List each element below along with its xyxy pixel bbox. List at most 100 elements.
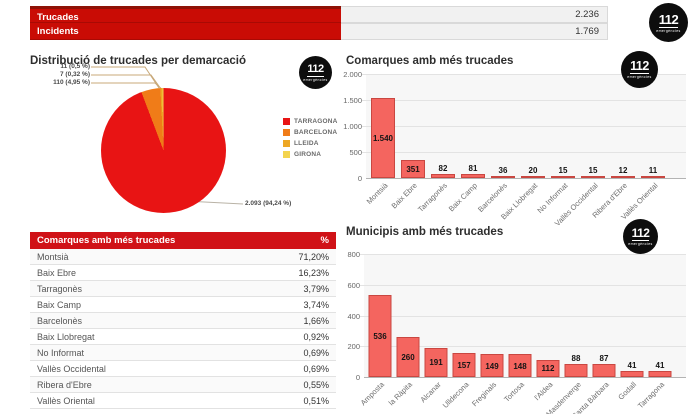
legend-swatch (283, 151, 290, 158)
bar-slot: 149 Freginals (470, 254, 506, 408)
comarques-chart-plot: 2.000 1.500 1.000 500 0 1.540 Montsià 351 Baix E… (343, 70, 686, 228)
legend-swatch (283, 140, 290, 147)
bar-value-label: 36 (498, 166, 508, 175)
bar (551, 176, 575, 178)
pie-callout-barcelona: 110 (4,95 %) (53, 79, 90, 86)
x-axis-category-label: l'Aldea (532, 380, 555, 403)
comarques-table-header-title: Comarques amb més trucades (37, 235, 176, 246)
y-axis-tick-label: 0 (357, 174, 362, 183)
x-axis-category-label: Tortosa (502, 380, 527, 404)
bar-slot: 15 No Informat (535, 74, 578, 215)
bar-slot: 36 Barcelonès (476, 74, 518, 214)
table-row-name: Montsià (37, 251, 69, 262)
table-row-name: Baix Ebre (37, 267, 77, 278)
y-axis-tick-label: 1.500 (343, 96, 362, 105)
summary-row: Incidents 1.769 (30, 23, 608, 40)
logo-112-number: 112 (630, 58, 649, 75)
bar (401, 159, 425, 178)
bar-value-label: 260 (401, 353, 415, 362)
bar-value-label: 112 (541, 364, 555, 374)
bar (371, 97, 395, 178)
x-axis-category-label: Baix Ebre (389, 181, 420, 211)
summary-label: Incidents (30, 23, 341, 40)
x-axis-category-label: Amposta (359, 380, 387, 408)
bar (452, 352, 476, 377)
table-row: No Informat 0,69% (30, 345, 336, 361)
table-row-percent: 16,23% (298, 267, 329, 278)
table-row: Montsià 71,20% (30, 249, 336, 265)
summary-row: Trucades 2.236 (30, 6, 608, 23)
y-axis-tick-label: 800 (347, 250, 360, 259)
table-row: Baix Camp 3,74% (30, 297, 336, 313)
table-row-name: Vallès Occidental (37, 363, 106, 374)
bar-value-label: 149 (485, 361, 499, 371)
bars-container: 536 Amposta 260 la Ràpita 191 Alcanar 157 Ullde… (359, 254, 674, 414)
comarques-table-header-pct: % (320, 235, 329, 246)
logo-112: 112 emergències (623, 219, 658, 254)
bar (368, 294, 392, 377)
bar-slot: 41 Godall (617, 254, 646, 402)
summary-value: 1.769 (341, 23, 608, 40)
y-axis-tick-label: 600 (347, 280, 360, 290)
municipis-chart-title: Municipis amb més trucades (346, 226, 504, 238)
table-row: Baix Ebre 16,23% (30, 265, 336, 281)
bar-slot: 87 Santa Bàrbara (570, 254, 618, 414)
bar-value-label: 88 (571, 353, 581, 363)
bar (564, 363, 588, 377)
logo-112-number: 112 (631, 226, 650, 241)
table-row-percent: 0,69% (303, 347, 329, 358)
table-row-percent: 3,74% (303, 299, 329, 310)
x-axis-category-label: Tarragonès (416, 181, 450, 214)
bars-container: 1.540 Montsià 351 Baix Ebre 82 Tarragonès 81 Ba… (364, 74, 668, 228)
bar-value-label: 148 (513, 361, 527, 371)
gridline (360, 315, 686, 317)
table-row-percent: 0,92% (303, 331, 329, 342)
bar-slot: 157 Ulldecona (440, 254, 478, 410)
legend-label: TARRAGONA (294, 118, 338, 125)
x-axis-category-label: Baix Camp (447, 181, 480, 214)
y-axis-tick-label: 0 (355, 373, 360, 382)
gridline (362, 152, 686, 153)
bar (431, 173, 455, 178)
y-axis-tick-label: 200 (347, 342, 360, 352)
bar-slot: 536 Amposta (359, 254, 394, 407)
legend-item: TARRAGONA (283, 116, 338, 127)
bar-slot: 1.540 Montsià (364, 74, 398, 206)
comarques-table: Comarques amb més trucades % Montsià 71,2… (30, 232, 336, 409)
table-row: Tarragonès 3,79% (30, 281, 336, 297)
table-row: Vallès Oriental 0,51% (30, 393, 336, 409)
bar-slot: 15 Vallès Occidental (552, 74, 608, 228)
pie-callout-girona: 7 (0,32 %) (60, 71, 90, 78)
logo-112: 112 emergències (649, 3, 688, 42)
bar-slot: 82 Tarragonès (416, 74, 458, 214)
bar-slot: 12 Ribera d'Ebre (591, 74, 638, 220)
comarques-table-header: Comarques amb més trucades % (30, 232, 336, 249)
pie-callout-lleida: 11 (0,5 %) (60, 63, 90, 70)
bar-slot: 148 Tortosa (503, 254, 534, 404)
bar-value-label: 82 (438, 163, 448, 173)
x-axis-category-label: Godall (616, 380, 639, 402)
comarques-table-body: Montsià 71,20% Baix Ebre 16,23% Tarragonès 3,… (30, 249, 336, 409)
table-row: Vallès Occidental 0,69% (30, 361, 336, 377)
x-axis-category-label: Montsià (364, 181, 390, 206)
legend-swatch (283, 118, 290, 125)
gridline (362, 126, 686, 127)
table-row-percent: 0,51% (303, 395, 329, 406)
y-axis-tick-label: 2.000 (343, 70, 362, 79)
table-row-percent: 0,55% (303, 379, 329, 390)
legend-swatch (283, 129, 290, 136)
legend-item: GIRONA (283, 149, 338, 160)
bar (592, 363, 616, 377)
bar-slot: 191 Alcanar (418, 254, 450, 404)
bar (581, 176, 605, 178)
bar-value-label: 87 (599, 353, 609, 363)
logo-112-subtext: emergències (303, 77, 328, 82)
logo-112: 112 emergències (299, 56, 332, 89)
bar-value-label: 536 (373, 331, 387, 341)
summary-label: Trucades (30, 6, 341, 23)
bar-value-label: 41 (627, 360, 637, 370)
gridline (360, 346, 686, 348)
table-row-name: Barcelonès (37, 315, 83, 326)
legend-label: LLEIDA (294, 140, 319, 147)
